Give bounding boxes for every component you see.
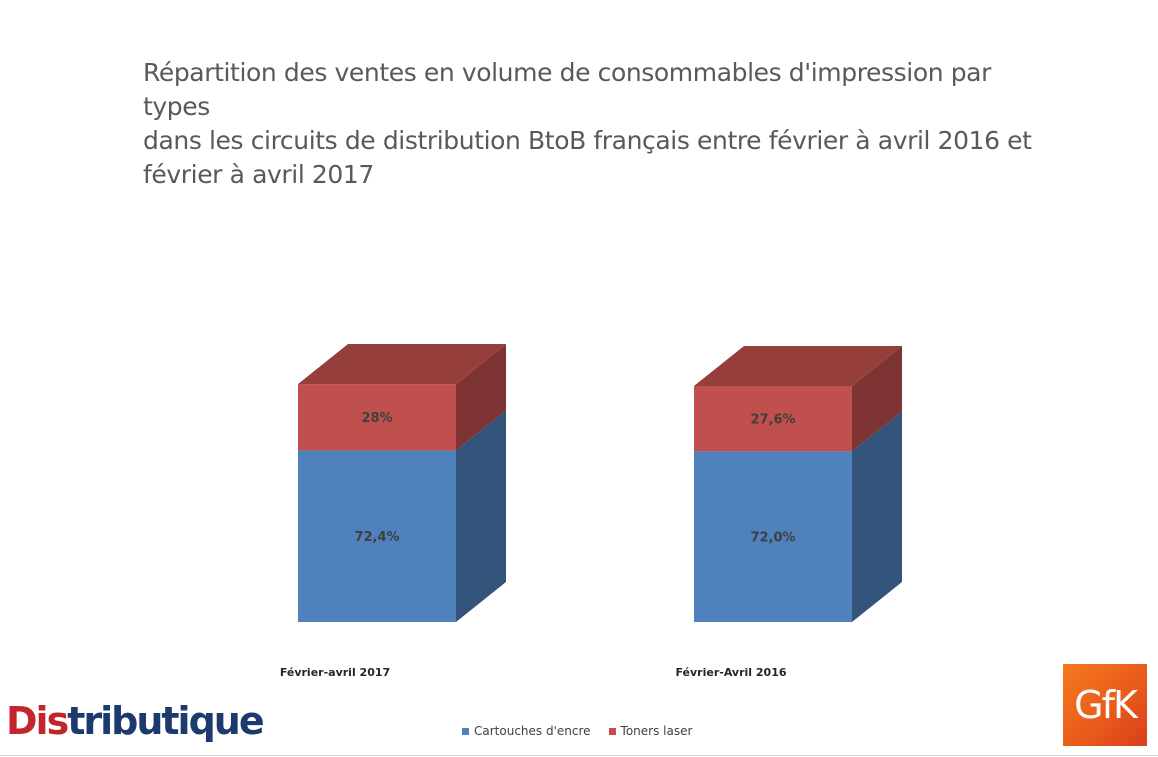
stacked-3d-bar-chart: 72,4% 28% Février-avril 2017 72,0% 27,6% Févr… [280, 344, 902, 679]
data-label-toners-1: 28% [361, 411, 392, 426]
legend-label-toners: Toners laser [620, 724, 693, 738]
bar-top-toners-2 [694, 345, 902, 386]
category-label-2: Février-Avril 2016 [675, 666, 786, 679]
distributique-logo: Distributique [6, 699, 265, 743]
bar-side-toners-2 [852, 345, 902, 452]
data-label-toners-2: 27,6% [750, 413, 795, 428]
bar-front-cartouches-1 [298, 450, 456, 622]
chart-title-line-1: Répartition des ventes en volume de cons… [143, 58, 991, 121]
legend-swatch-toners [608, 727, 616, 735]
legend-swatch-cartouches [462, 727, 469, 735]
bar-top-toners-1 [298, 344, 506, 385]
gfk-logo-text: GfK [1074, 683, 1138, 727]
bottom-divider [0, 755, 1158, 756]
distributique-logo-part1: Dis [6, 699, 69, 743]
category-label-1: Février-avril 2017 [280, 666, 390, 679]
bar-front-toners-1 [298, 384, 456, 451]
bar-side-toners-1 [456, 344, 506, 451]
chart-title-line-2: dans les circuits de distribution BtoB f… [143, 126, 1032, 155]
bar-side-cartouches-2 [852, 411, 902, 622]
legend: Cartouches d'encre Toners laser [462, 724, 692, 738]
distributique-logo-part2: tributique [67, 699, 264, 743]
legend-item-toners: Toners laser [608, 724, 693, 738]
legend-label-cartouches: Cartouches d'encre [474, 724, 591, 738]
bar-front-cartouches-2 [694, 451, 852, 622]
legend-item-cartouches: Cartouches d'encre [462, 724, 591, 738]
bar-front-toners-2 [694, 385, 852, 452]
chart-title-line-3: février à avril 2017 [143, 160, 374, 189]
gfk-logo: GfK [1063, 664, 1147, 746]
data-label-cartouches-1: 72,4% [354, 530, 399, 545]
data-label-cartouches-2: 72,0% [750, 531, 795, 546]
chart-title: Répartition des ventes en volume de cons… [143, 56, 1043, 192]
bar-side-cartouches-1 [456, 410, 506, 622]
